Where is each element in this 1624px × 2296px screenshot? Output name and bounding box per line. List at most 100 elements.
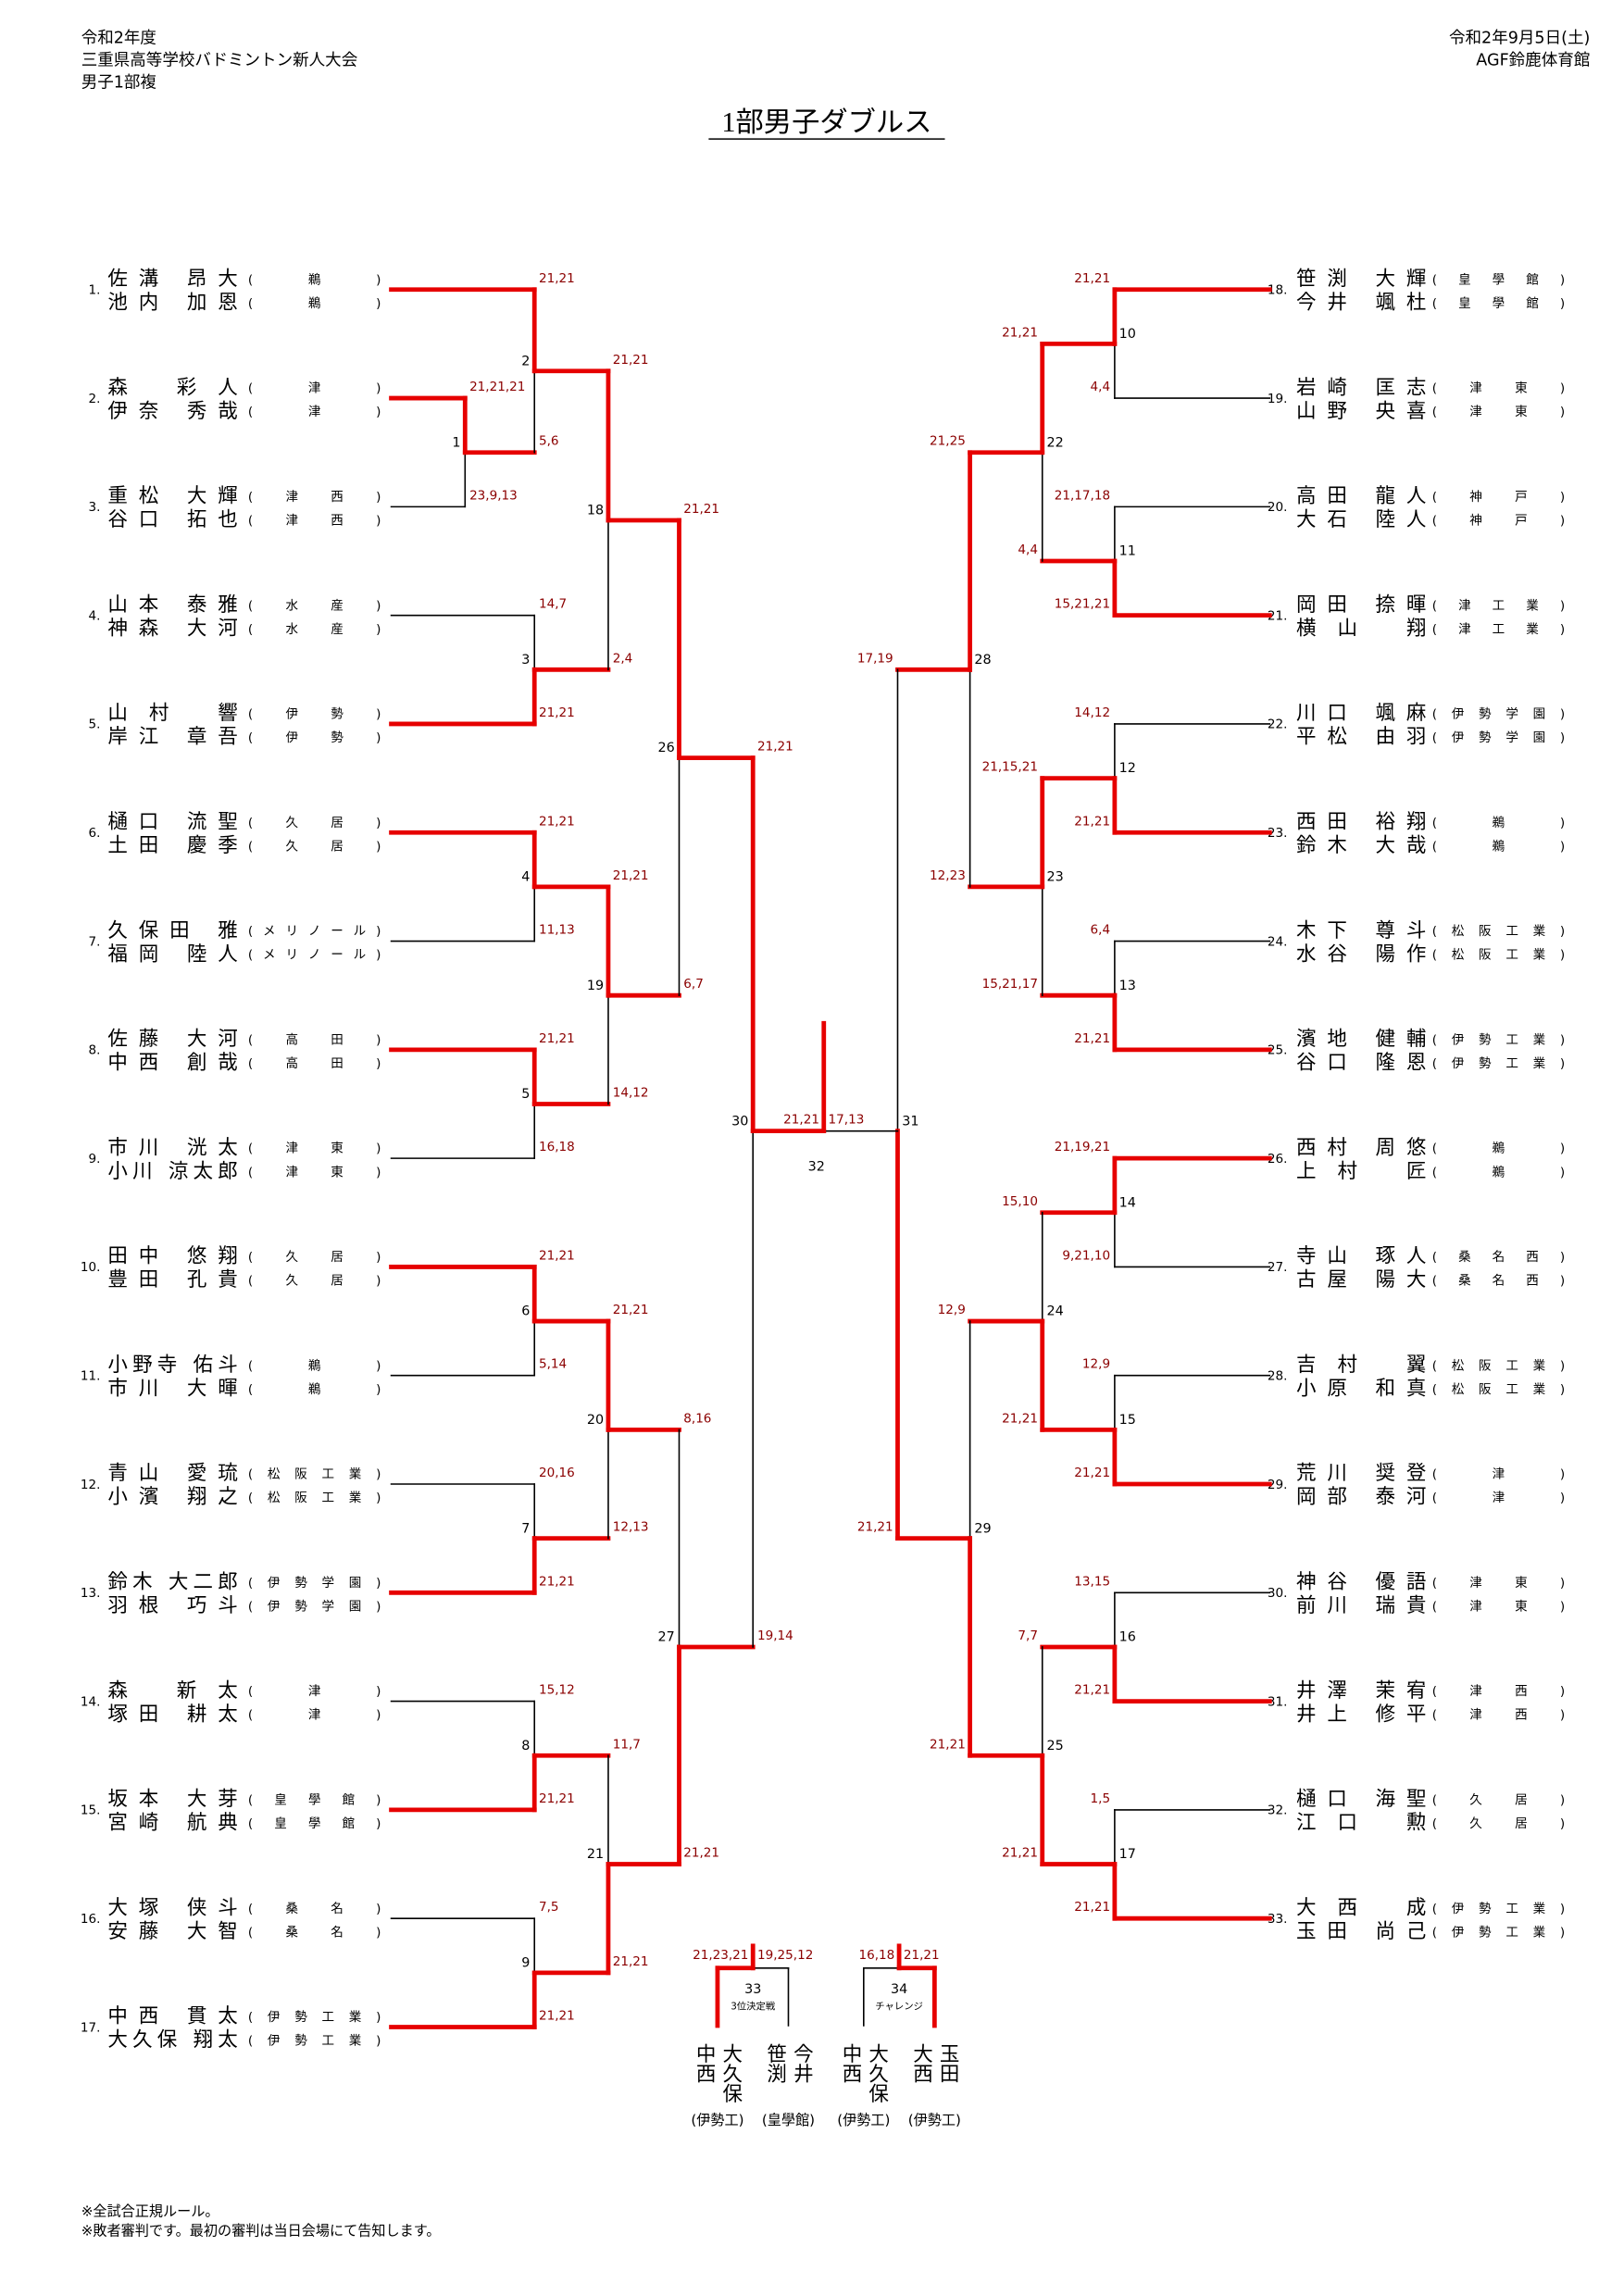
match-number: 14 (1119, 1195, 1136, 1210)
score: 21,21 (1002, 325, 1038, 340)
school: (メリノール) (248, 948, 381, 963)
header-right: AGF鈴鹿体育館 (1476, 51, 1590, 69)
seed: 3. (88, 500, 100, 515)
match-number: 25 (1047, 1739, 1064, 1753)
school: (松阪工業) (248, 1491, 381, 1505)
school: (伊勢工業) (1432, 1056, 1566, 1071)
seed: 13. (81, 1586, 101, 1601)
player-name: 鈴木 大二郎 (107, 1571, 237, 1594)
school: (伊勢学園) (248, 1576, 381, 1591)
match-number: 8 (521, 1739, 530, 1753)
player-name: 森 彩人 (107, 376, 237, 399)
player-name: 岩崎 匡志 (1296, 376, 1426, 399)
seed: 14. (81, 1694, 101, 1709)
score: 9,21,10 (1062, 1248, 1110, 1263)
player-name: 笹渕 大輝 (1296, 268, 1426, 291)
score: 14,12 (1074, 705, 1110, 720)
player-name-vertical: 中西 (693, 2043, 716, 2084)
player-name: 岡部 泰河 (1296, 1486, 1426, 1509)
match-number: 21 (587, 1847, 604, 1862)
score: 21,21 (613, 868, 649, 883)
score: 21,21 (539, 271, 575, 286)
score: 8,16 (683, 1411, 711, 1426)
seed: 18. (1268, 283, 1288, 298)
score: 6,7 (683, 977, 704, 992)
school: (津東) (1432, 1599, 1566, 1614)
seed: 5. (88, 718, 100, 732)
seed: 8. (88, 1043, 100, 1058)
school: (神戸) (1432, 490, 1566, 505)
seed: 21. (1268, 608, 1288, 623)
player-name: 山本 泰雅 (107, 593, 237, 617)
school: (津西) (1432, 1684, 1566, 1699)
school: (久居) (248, 1250, 381, 1265)
school: (伊勢学園) (1432, 730, 1566, 745)
seed: 11. (81, 1369, 101, 1384)
page-title: 1部男子ダブルス (721, 106, 931, 138)
header-left: 三重県高等学校バドミントン新人大会 (81, 51, 358, 69)
score: 6,4 (1091, 923, 1111, 938)
player-name: 今井 颯杜 (1296, 292, 1426, 315)
match-number: 5 (521, 1087, 530, 1102)
score: 21,21 (757, 740, 793, 755)
school: (桑名) (248, 1925, 381, 1940)
player-name: 青山 愛琉 (107, 1462, 237, 1485)
match-number: 17 (1119, 1847, 1136, 1862)
player-name: 佐藤 大河 (107, 1028, 237, 1051)
score: 15,12 (539, 1683, 575, 1698)
match-number: 29 (974, 1521, 991, 1536)
school: (伊勢工) (691, 2112, 743, 2128)
school: (桑名西) (1432, 1250, 1566, 1265)
score: 14,12 (613, 1086, 649, 1101)
player-name: 古屋 陽大 (1296, 1268, 1426, 1292)
player-name: 樋口 流聖 (107, 810, 237, 833)
score: 12,9 (938, 1303, 966, 1317)
score: 21,21 (1074, 271, 1110, 286)
school: (伊勢工業) (1432, 1032, 1566, 1047)
school: (桑名西) (1432, 1274, 1566, 1289)
header-left: 男子1部複 (81, 73, 157, 92)
match-number: 34 (891, 1982, 907, 1997)
score: 15,10 (1002, 1194, 1038, 1209)
score: 17,13 (829, 1113, 865, 1128)
seed: 4. (88, 608, 100, 623)
score: 21,21 (857, 1520, 893, 1535)
score: 19,14 (757, 1628, 793, 1643)
score: 1,5 (1091, 1791, 1111, 1806)
player-name: 市川 大暉 (107, 1377, 237, 1400)
player-name-vertical: 今井 (790, 2043, 813, 2084)
school: (鵜) (248, 272, 381, 287)
player-name: 濱地 健輔 (1296, 1028, 1426, 1051)
player-name: 井澤 茉宥 (1296, 1679, 1426, 1703)
match-number: 24 (1047, 1304, 1064, 1319)
seed: 16. (81, 1912, 101, 1927)
score: 2,4 (613, 651, 633, 666)
score: 20,16 (539, 1466, 575, 1480)
school: (松阪工業) (1432, 1382, 1566, 1397)
score: 4,4 (1091, 380, 1111, 394)
school: (伊勢) (248, 730, 381, 745)
player-name: 西村 周悠 (1296, 1136, 1426, 1159)
player-name: 小川 涼太郎 (107, 1160, 237, 1183)
player-name: 大久保 翔太 (107, 2028, 237, 2052)
seed: 30. (1268, 1586, 1288, 1601)
school: (津) (1432, 1467, 1566, 1482)
match-number: 13 (1119, 979, 1136, 993)
score: 14,7 (539, 597, 567, 612)
seed: 22. (1268, 718, 1288, 732)
score: 21,21 (783, 1113, 819, 1128)
school: (久居) (248, 816, 381, 830)
player-name: 寺山 琢人 (1296, 1245, 1426, 1268)
player-name: 江口 勲 (1296, 1812, 1426, 1835)
player-name: 上村 匠 (1296, 1160, 1426, 1183)
seed: 17. (81, 2020, 101, 2035)
player-name: 平松 由羽 (1296, 726, 1426, 749)
player-name: 谷口 拓也 (107, 508, 237, 531)
score: 21,21 (539, 814, 575, 829)
player-name: 前川 瑞貴 (1296, 1594, 1426, 1617)
school: (鵜) (1432, 839, 1566, 854)
seed: 1. (88, 283, 100, 298)
score: 21,21 (930, 1737, 966, 1752)
score: 21,21 (683, 502, 719, 517)
match-label: 3位決定戦 (731, 2000, 776, 2012)
